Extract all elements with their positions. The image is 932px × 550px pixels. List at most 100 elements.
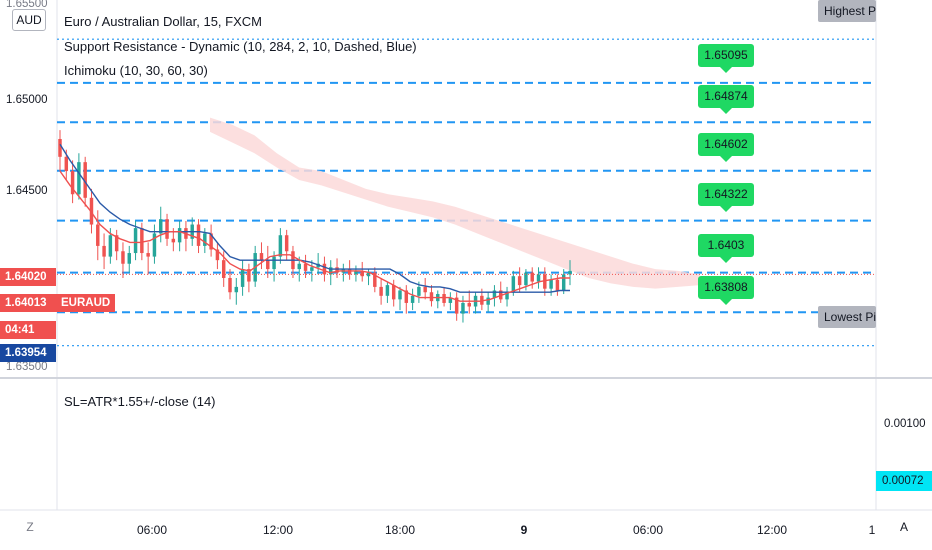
candle-body [454,297,459,314]
candle-body [461,302,465,314]
candle-body [297,263,301,270]
candle-body [555,279,560,291]
sr-badge-5: 1.6403 [698,234,754,263]
candle-body [215,249,220,261]
symbol-price-tag: 1.64013 [0,294,56,312]
time-label: 12:00 [756,523,788,537]
lowest-pivot-tag: Lowest Pivot [818,306,876,328]
candle-body [278,235,283,257]
candle-body [335,267,339,273]
candle-body [165,219,169,239]
candle-body [442,294,446,303]
candle-body [152,233,157,257]
candle-body [196,224,201,246]
sr-badge-4: 1.64322 [698,183,754,212]
candle-body [177,228,182,243]
candle-body [391,285,396,300]
candle-body [385,285,390,296]
candle-body [247,269,251,282]
time-label: 12:00 [262,523,294,537]
axis-auto-a-button[interactable]: A [899,520,908,534]
symbol-title: Euro / Australian Dollar, 15, FXCM [64,14,262,29]
sr-badge-1: 1.65095 [698,44,754,73]
ichimoku-cloud [210,117,700,289]
candle-body [114,235,119,252]
candle-body [329,267,333,275]
candle-body [379,286,383,296]
highest-pivot-tag: Highest Pivot [818,0,876,22]
candle-body [102,245,106,257]
candle-body [511,276,516,293]
candle-body [429,292,434,302]
price-tick-1: 1.65000 [6,94,48,106]
candle-body [228,277,232,293]
atr-indicator-legend[interactable]: SL=ATR*1.55+/-close (14) [64,394,216,409]
candle-body [347,269,352,275]
currency-badge[interactable]: AUD [12,9,46,31]
candle-body [240,269,245,287]
candle-body [146,253,150,257]
symbol-name-tag: EURAUD [56,294,116,312]
candle-body [209,233,213,250]
candle-body [108,235,113,257]
candle-body [89,197,94,225]
candle-body [549,279,553,289]
last-price-tag: 1.64020 [0,268,56,286]
atr-value-tag: 0.00072 [876,471,932,491]
candle-body [366,272,371,277]
candle-body [272,256,276,270]
candle-body [310,267,314,271]
sr-badge-2: 1.64874 [698,85,754,114]
ichimoku-base-line [59,143,570,293]
bar-countdown-tag: 04:41 [0,321,56,339]
candle-body [492,290,497,298]
candle-body [530,272,534,282]
candle-body [303,263,308,271]
candle-body [505,292,509,300]
low-price-tag: 1.63954 [0,344,56,362]
candle-body [543,274,547,289]
sr-badge-3: 1.64602 [698,133,754,162]
candle-body [524,272,528,286]
candle-body [322,263,327,275]
candle-body [83,162,87,198]
candle-body [398,290,402,300]
axis-auto-z-button[interactable]: Z [26,520,34,534]
time-label: 06:00 [136,523,168,537]
candle-body [70,171,75,195]
candle-body [417,286,421,296]
candle-body [159,219,163,234]
candle-body [221,260,226,278]
candle-body [64,156,69,172]
candle-body [259,253,264,261]
candle-body [77,162,81,195]
indicator-sr-legend[interactable]: Support Resistance - Dynamic (10, 284, 2… [64,39,417,54]
price-tick-bottom: 1.63500 [6,361,48,373]
time-label: 1 [868,523,876,537]
price-tick-2: 1.64500 [6,185,48,197]
candle-body [373,272,377,287]
candle-body [410,295,415,303]
sr-badge-6: 1.63808 [698,276,754,305]
candle-body [127,253,131,264]
candle-body [486,297,490,305]
candle-body [404,290,409,303]
candle-body [140,228,144,254]
candle-body [284,235,289,252]
candle-body [203,233,207,246]
price-tick-top: 1.65500 [6,0,48,10]
candle-body [423,286,427,293]
candle-body [354,270,358,275]
candle-body [171,238,176,243]
candle-body [467,302,471,307]
indicator-ichimoku-legend[interactable]: Ichimoku (10, 30, 60, 30) [64,63,208,78]
candle-body [58,138,62,157]
candle-body [234,286,239,293]
time-label-day: 9 [520,523,528,537]
time-label: 18:00 [384,523,416,537]
candle-body [266,260,270,270]
candle-body [561,274,566,291]
candle-body [121,251,125,264]
time-label: 06:00 [632,523,664,537]
